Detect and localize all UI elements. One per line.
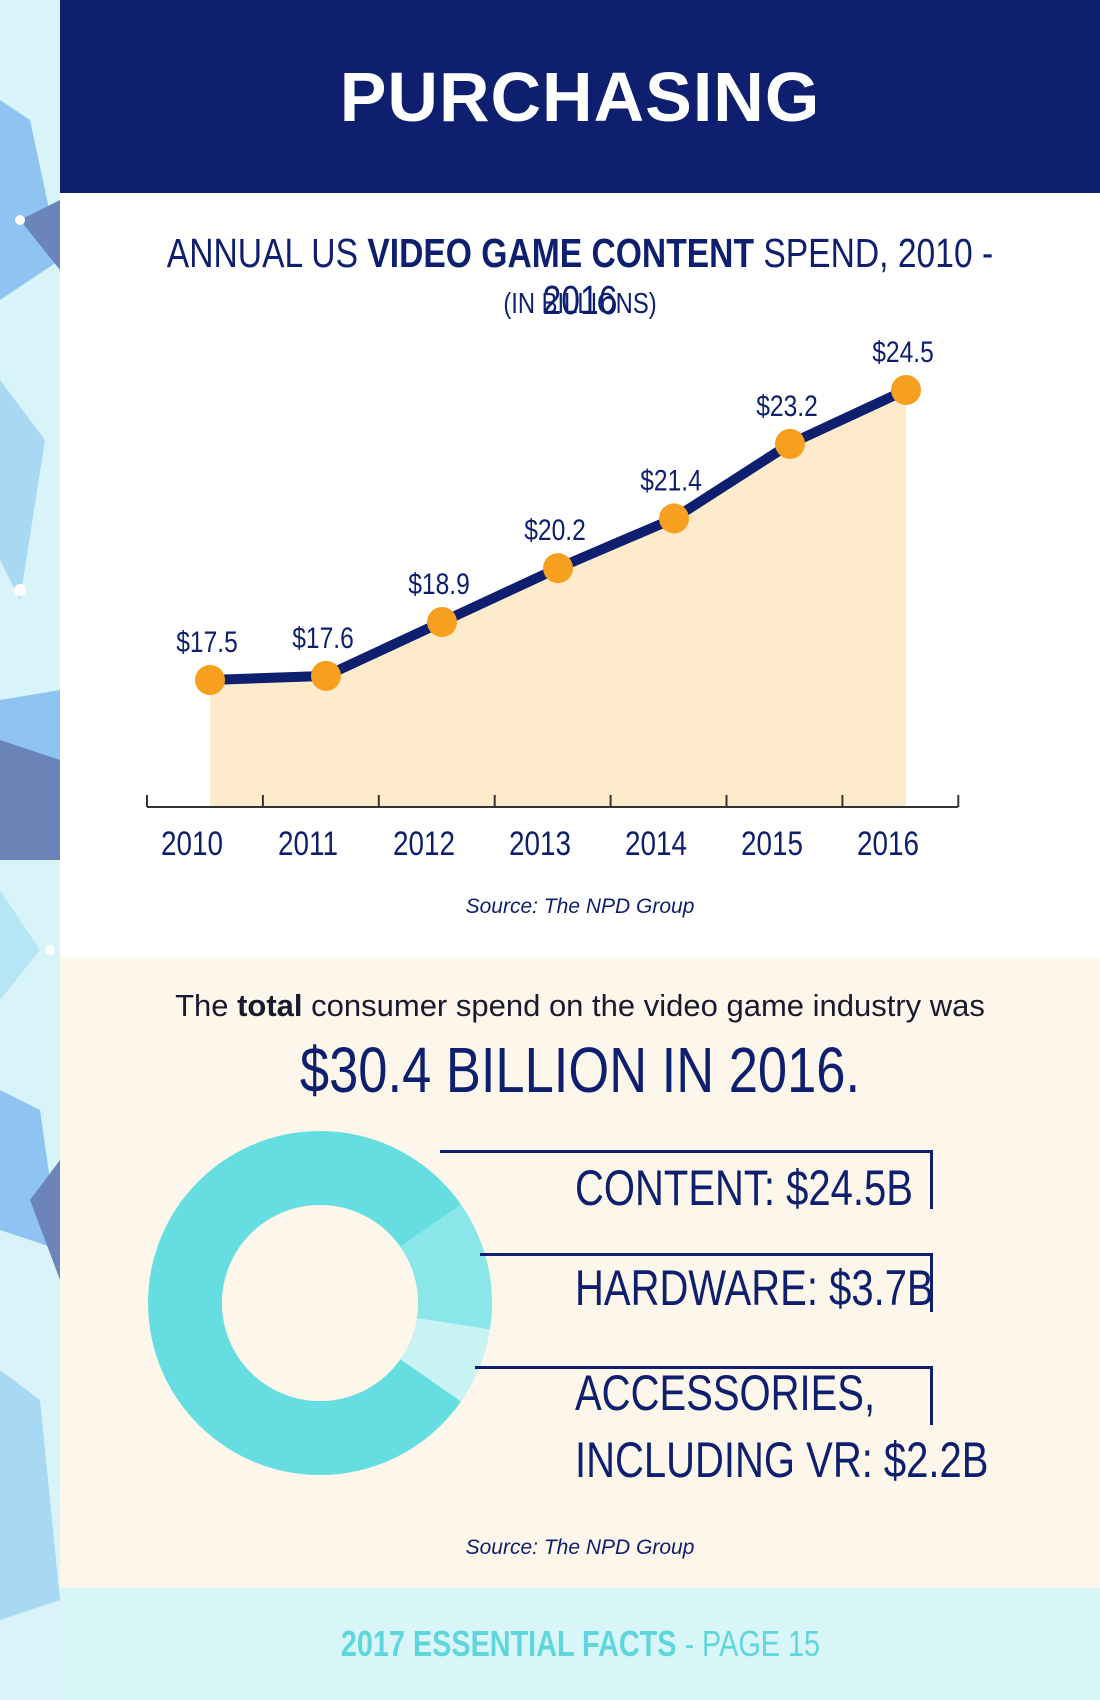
data-label: $21.4 — [640, 463, 702, 497]
x-tick-label: 2011 — [278, 824, 338, 862]
donut-slice-content — [147, 1131, 462, 1475]
x-tick-label: 2015 — [741, 824, 803, 862]
data-label: $18.9 — [408, 567, 470, 601]
decorative-side-pattern — [0, 0, 60, 1700]
page-header: PURCHASING — [60, 0, 1100, 193]
x-tick-label: 2012 — [393, 824, 455, 862]
data-point — [543, 553, 573, 584]
content-label: CONTENT: $24.5B — [575, 1160, 913, 1216]
accessories-label-line2: INCLUDING VR: $2.2B — [575, 1432, 989, 1488]
donut-slice-accessories — [400, 1318, 490, 1402]
total-spend-text: The total consumer spend on the video ga… — [60, 988, 1100, 1024]
data-label: $20.2 — [524, 513, 586, 547]
donut-slice-hardware — [400, 1204, 493, 1330]
donut-chart — [147, 1131, 493, 1475]
accessories-label-line1: ACCESSORIES, — [575, 1365, 876, 1421]
x-tick-label: 2013 — [509, 824, 571, 862]
page-footer: 2017 ESSENTIAL FACTS - PAGE 15 — [60, 1588, 1100, 1700]
area-fill — [210, 390, 906, 807]
donut-source: Source: The NPD Group — [465, 1536, 695, 1559]
hardware-label: HARDWARE: $3.7B — [575, 1260, 934, 1316]
data-point — [427, 607, 457, 637]
total-text-bold: total — [237, 988, 303, 1023]
chart-title-pre: ANNUAL US — [166, 230, 368, 276]
x-tick-label: 2014 — [625, 824, 687, 862]
line-chart: $17.5 2010 $17.6 2011 $18.9 2012 $20.2 2013 $21.… — [146, 335, 960, 863]
data-label: $17.5 — [176, 625, 238, 659]
donut-hole — [222, 1205, 418, 1401]
chart-source: Source: The NPD Group — [465, 895, 695, 918]
footer-bold: 2017 ESSENTIAL FACTS — [340, 1623, 677, 1664]
hardware-bracket — [480, 1253, 933, 1312]
page-title: PURCHASING — [339, 57, 821, 136]
data-label: $24.5 — [872, 335, 934, 369]
data-point — [659, 503, 689, 534]
chart-subtitle: (IN BILLIONS) — [503, 288, 657, 320]
data-label: $23.2 — [756, 389, 818, 423]
chart-title-post: SPEND, 2010 - 2016 — [542, 230, 994, 323]
footer-text: 2017 ESSENTIAL FACTS - PAGE 15 — [340, 1623, 819, 1665]
content-bracket — [440, 1150, 933, 1209]
data-point — [311, 660, 341, 691]
accessories-bracket — [475, 1366, 933, 1425]
chart-title-bold: VIDEO GAME CONTENT — [367, 230, 754, 276]
total-spend-panel: The total consumer spend on the video ga… — [60, 958, 1100, 1588]
total-text-post: consumer spend on the video game industr… — [302, 988, 985, 1023]
data-point — [775, 428, 805, 459]
data-point — [891, 375, 921, 405]
x-tick-label: 2016 — [857, 824, 919, 862]
x-tick-label: 2010 — [161, 824, 223, 862]
data-label: $17.6 — [292, 621, 354, 655]
total-spend-headline: $30.4 BILLION IN 2016. — [299, 1034, 861, 1106]
footer-rest: - PAGE 15 — [676, 1623, 820, 1664]
total-text-pre: The — [175, 988, 238, 1023]
chart-title: ANNUAL US VIDEO GAME CONTENT SPEND, 2010… — [154, 230, 1007, 324]
data-point — [195, 665, 225, 695]
